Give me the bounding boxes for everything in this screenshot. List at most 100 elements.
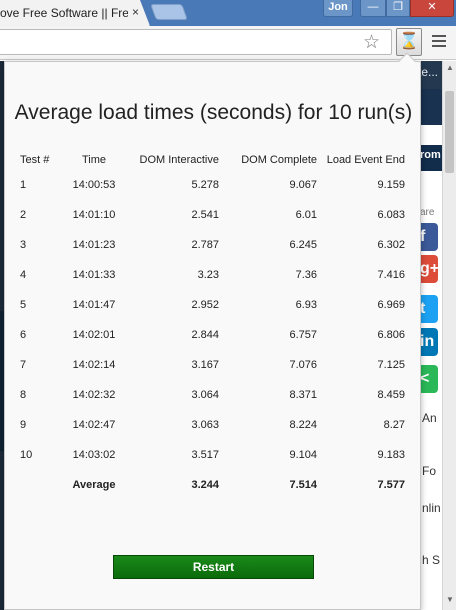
maximize-button[interactable]: ❐: [386, 0, 410, 17]
close-window-button[interactable]: ✕: [410, 0, 454, 17]
column-header: DOM Complete: [241, 154, 317, 166]
dom-interactive-cell: 3.23: [197, 269, 219, 281]
new-tab-button[interactable]: [150, 4, 188, 20]
dom-complete-cell: 6.757: [289, 329, 317, 341]
page-snippet: An: [422, 411, 437, 425]
dom-complete-cell: 8.371: [289, 389, 317, 401]
average-load-event-end: 7.577: [377, 479, 405, 491]
share-icon[interactable]: <: [420, 365, 438, 393]
dom-interactive-cell: 3.063: [191, 419, 219, 431]
test-number-cell: 4: [20, 269, 27, 281]
dom-complete-cell: 6.93: [295, 299, 317, 311]
dom-interactive-cell: 5.278: [191, 179, 219, 191]
tab-title: ove Free Software || Free: [0, 6, 128, 20]
scroll-down-icon[interactable]: ▼: [446, 595, 454, 604]
time-cell: 14:02:32: [72, 389, 116, 401]
page-snippet: h S: [422, 553, 441, 567]
page-nav-band: [420, 89, 442, 125]
table-row: 6 14:02:01 2.844 6.757 6.806: [20, 320, 405, 350]
share-label: are: [420, 207, 435, 218]
browser-toolbar: ☆ ⌛: [0, 26, 456, 60]
load-event-end-cell: 6.302: [377, 239, 405, 251]
time-cell: 14:03:02: [72, 449, 116, 461]
test-number-cell: 5: [20, 299, 27, 311]
browser-tab[interactable]: ove Free Software || Free ×: [0, 0, 150, 26]
restart-button[interactable]: Restart: [113, 555, 314, 579]
load-event-end-cell: 9.159: [377, 179, 405, 191]
page-menu-band: [420, 145, 442, 171]
table-row: 3 14:01:23 2.787 6.245 6.302: [20, 230, 405, 260]
table-row: 2 14:01:10 2.541 6.01 6.083: [20, 200, 405, 230]
dom-interactive-cell: 2.844: [191, 329, 219, 341]
dom-interactive-cell: 2.952: [191, 299, 219, 311]
load-event-end-cell: 7.416: [377, 269, 405, 281]
test-number-cell: 1: [20, 179, 27, 191]
column-header: Time: [81, 154, 107, 166]
linkedin-icon[interactable]: in: [420, 328, 438, 356]
load-times-table: Test # Time DOM Interactive DOM Complete…: [20, 150, 405, 500]
facebook-icon[interactable]: f: [420, 223, 438, 251]
time-cell: 14:01:47: [72, 299, 116, 311]
load-timer-extension-icon[interactable]: ⌛: [396, 28, 422, 56]
load-event-end-cell: 6.806: [377, 329, 405, 341]
dom-complete-cell: 9.067: [289, 179, 317, 191]
test-number-cell: 9: [20, 419, 27, 431]
test-number-cell: 6: [20, 329, 27, 341]
time-cell: 14:00:53: [72, 179, 116, 191]
average-label: Average: [72, 479, 116, 491]
load-event-end-cell: 7.125: [377, 359, 405, 371]
page-left-dark-block: [0, 311, 4, 451]
average-dom-complete: 7.514: [289, 479, 317, 491]
minimize-button[interactable]: —: [360, 0, 386, 17]
table-row: 10 14:03:02 3.517 9.104 9.183: [20, 440, 405, 470]
average-row: Average 3.244 7.514 7.577: [20, 470, 405, 500]
average-dom-interactive: 3.244: [191, 479, 219, 491]
bookmark-star-icon[interactable]: ☆: [363, 32, 381, 53]
dom-complete-cell: 9.104: [289, 449, 317, 461]
page-snippet: Fo: [422, 464, 437, 478]
page-scrollbar[interactable]: ▲ ▼: [442, 61, 456, 610]
window-titlebar: ove Free Software || Free × Jon — ❐ ✕: [0, 0, 456, 26]
load-times-popup: Average load times (seconds) for 10 run(…: [4, 52, 421, 610]
dom-interactive-cell: 3.167: [191, 359, 219, 371]
column-header: Load Event End: [326, 154, 405, 166]
dom-complete-cell: 6.01: [295, 209, 317, 221]
test-number-cell: 10: [20, 449, 33, 461]
browser-menu-icon[interactable]: [432, 35, 446, 47]
scroll-up-icon[interactable]: ▲: [446, 63, 454, 72]
table-header-row: Test # Time DOM Interactive DOM Complete…: [20, 150, 405, 170]
time-cell: 14:01:10: [72, 209, 116, 221]
test-number-cell: 7: [20, 359, 27, 371]
time-cell: 14:02:47: [72, 419, 116, 431]
table-row: 7 14:02:14 3.167 7.076 7.125: [20, 350, 405, 380]
dom-interactive-cell: 2.787: [191, 239, 219, 251]
load-event-end-cell: 6.969: [377, 299, 405, 311]
time-cell: 14:02:14: [72, 359, 116, 371]
dom-interactive-cell: 2.541: [191, 209, 219, 221]
google-plus-icon[interactable]: g+: [420, 255, 439, 283]
tab-close-icon[interactable]: ×: [132, 5, 140, 19]
scrollbar-thumb[interactable]: [445, 91, 454, 173]
test-number-cell: 2: [20, 209, 27, 221]
time-cell: 14:01:23: [72, 239, 116, 251]
test-number-cell: 8: [20, 389, 27, 401]
load-event-end-cell: 6.083: [377, 209, 405, 221]
load-event-end-cell: 8.459: [377, 389, 405, 401]
column-header: Test #: [20, 154, 50, 166]
table-row: 9 14:02:47 3.063 8.224 8.27: [20, 410, 405, 440]
dom-complete-cell: 7.36: [295, 269, 317, 281]
table-row: 8 14:02:32 3.064 8.371 8.459: [20, 380, 405, 410]
address-bar[interactable]: ☆: [0, 29, 392, 55]
time-cell: 14:02:01: [72, 329, 116, 341]
dom-complete-cell: 8.224: [289, 419, 317, 431]
page-nav-text[interactable]: rom: [420, 149, 441, 161]
time-cell: 14:01:33: [72, 269, 116, 281]
dom-interactive-cell: 3.517: [191, 449, 219, 461]
user-profile-button[interactable]: Jon: [323, 0, 353, 17]
table-row: 1 14:00:53 5.278 9.067 9.159: [20, 170, 405, 200]
test-number-cell: 3: [20, 239, 27, 251]
table-row: 5 14:01:47 2.952 6.93 6.969: [20, 290, 405, 320]
page-header-text: te...: [418, 65, 439, 79]
twitter-icon[interactable]: t: [420, 295, 438, 323]
dom-interactive-cell: 3.064: [191, 389, 219, 401]
